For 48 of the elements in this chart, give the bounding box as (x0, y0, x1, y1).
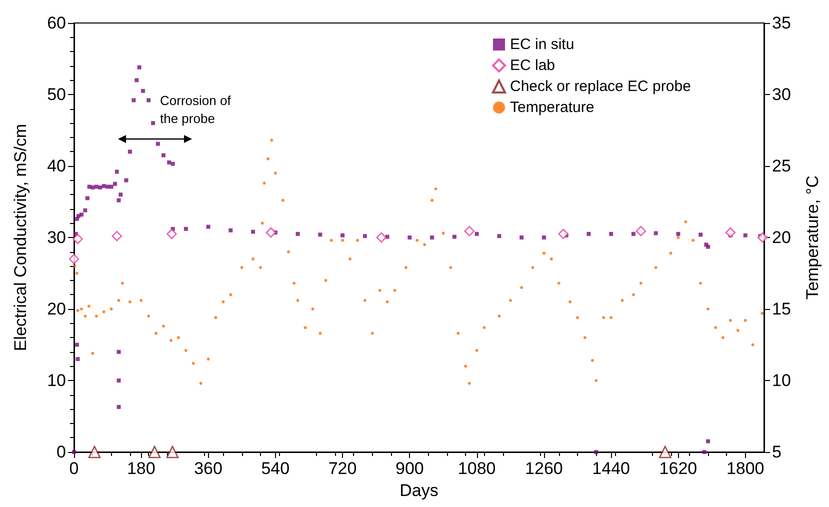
x-tick-label: 1260 (525, 459, 563, 478)
y-axis-title: Electrical Conductivity, mS/cm (11, 124, 30, 352)
point (68, 254, 80, 264)
y2-tick-label: 25 (772, 156, 791, 176)
y-tick-label: 10 (47, 371, 66, 390)
y2-tick-label: 30 (772, 85, 791, 104)
x-tick-label: 360 (194, 459, 222, 478)
x-tick-label: 540 (261, 459, 290, 478)
legend-label: Temperature (510, 99, 594, 116)
x-tick-label: 720 (328, 459, 357, 478)
point (166, 228, 177, 240)
point (376, 232, 386, 243)
point (558, 228, 568, 240)
x-tick-label: 900 (395, 459, 424, 478)
point (757, 232, 768, 243)
point (148, 446, 161, 458)
y-tick-label: 60 (47, 14, 66, 32)
y-tick-label: 0 (56, 442, 66, 462)
annotation: Corrosion of the probe (160, 92, 232, 128)
x-tick-label: 1440 (592, 459, 630, 478)
y2-tick-label: 15 (772, 300, 791, 318)
x-tick-label: 1620 (659, 459, 698, 478)
x-axis-title: Days (400, 480, 438, 500)
y2-tick-label: 20 (772, 228, 791, 247)
legend-label: EC in situ (510, 36, 574, 53)
point (72, 234, 83, 244)
y-tick-label: 30 (47, 228, 66, 247)
y2-tick-label: 5 (772, 442, 782, 462)
x-tick-label: 180 (126, 459, 156, 478)
y2-tick-label: 35 (772, 14, 791, 32)
legend-label: Check or replace EC probe (510, 78, 691, 95)
x-tick-label: 0 (69, 459, 79, 478)
point (88, 446, 101, 458)
x-tick-label: 1800 (726, 459, 764, 478)
y2-axis-title: Temperature, °C (803, 176, 822, 300)
point (636, 226, 646, 236)
point (266, 227, 276, 238)
y-tick-label: 20 (47, 300, 66, 318)
y2-tick-label: 10 (772, 371, 791, 390)
point (464, 226, 474, 236)
point (112, 230, 122, 242)
x-tick-label: 1080 (458, 459, 496, 478)
y-tick-label: 40 (47, 156, 66, 176)
point (725, 227, 736, 238)
legend-label: EC lab (510, 57, 556, 74)
point (166, 446, 179, 458)
y-tick-label: 50 (47, 85, 66, 104)
point (659, 446, 672, 458)
